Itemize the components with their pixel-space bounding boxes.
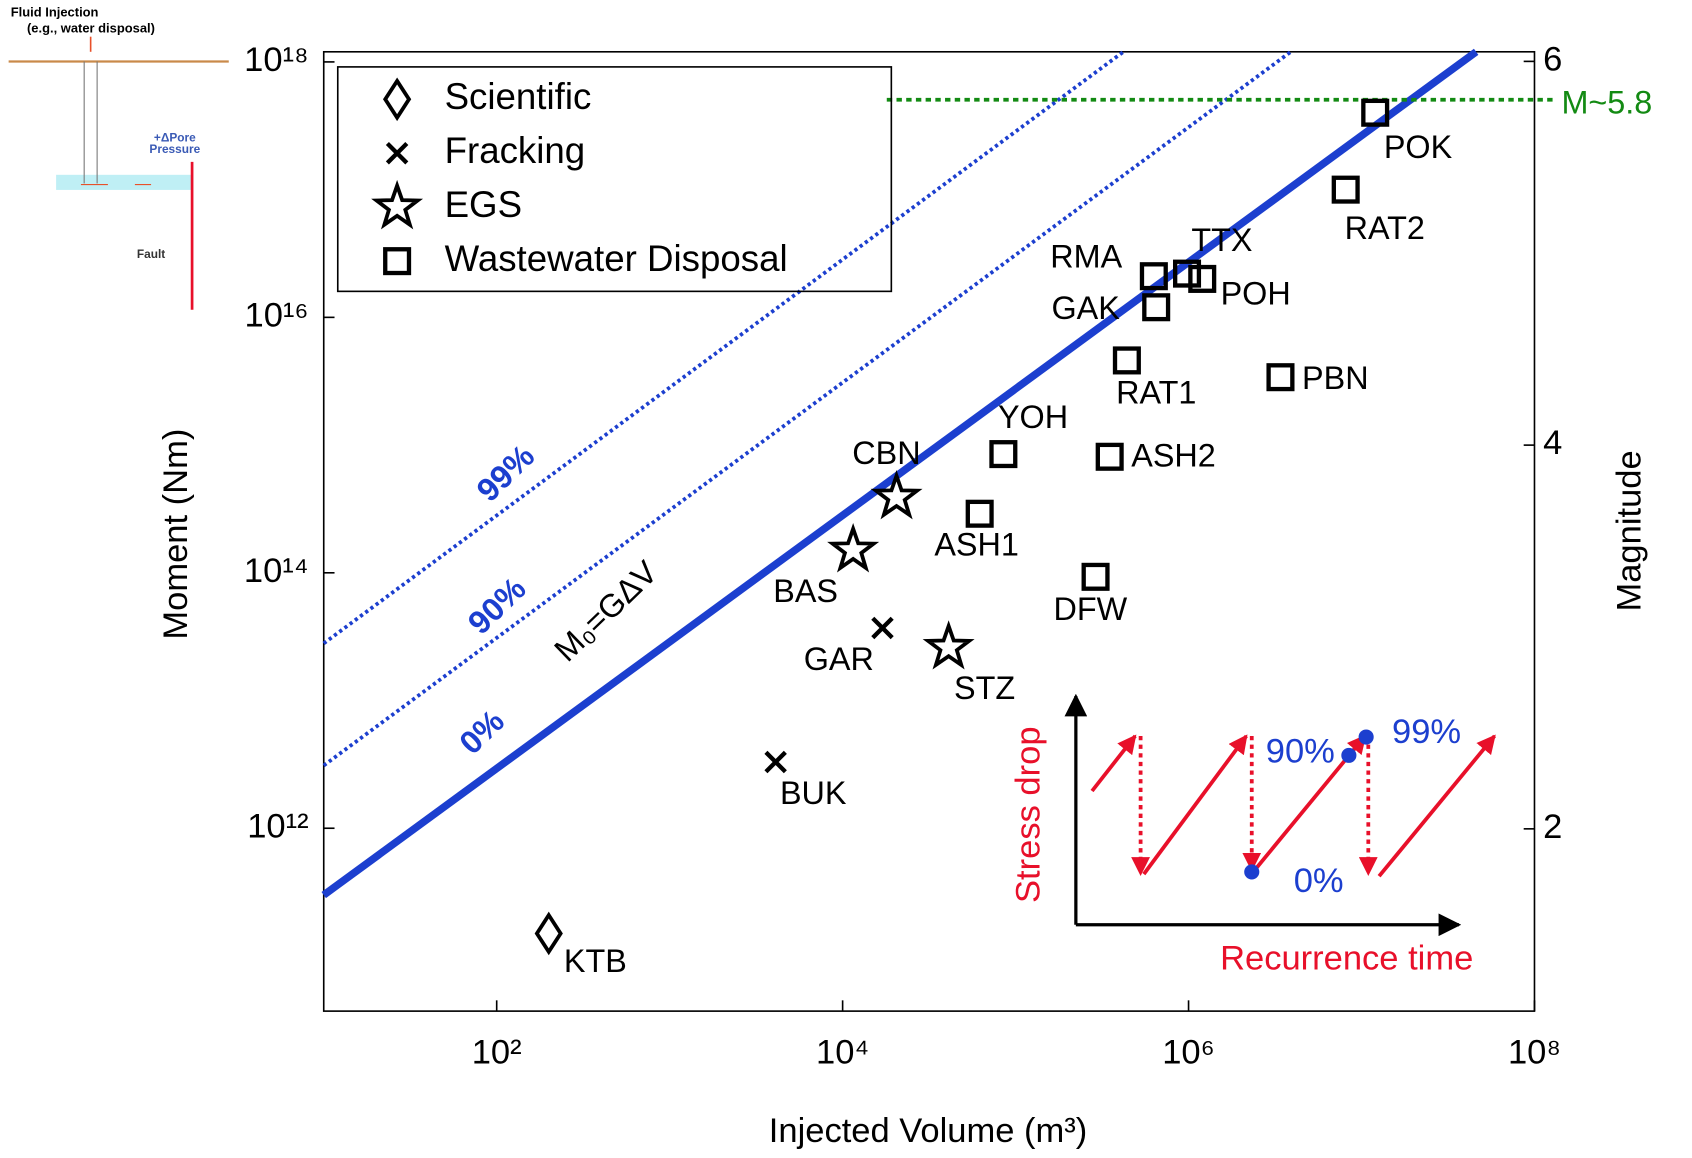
point-label: RAT2	[1345, 210, 1425, 246]
y2-tick-label: 6	[1543, 41, 1562, 79]
point	[764, 750, 787, 774]
y2-tick-label: 2	[1543, 808, 1562, 846]
inset-label: 99%	[1392, 713, 1461, 751]
reservoir	[56, 174, 193, 190]
x-tick-label: 10⁴	[816, 1033, 869, 1071]
legend-label: Wastewater Disposal	[445, 238, 788, 279]
point	[989, 440, 1018, 469]
point-label: YOH	[998, 399, 1068, 435]
point-label: BUK	[780, 775, 847, 811]
magnitude-label: M~5.8	[1561, 85, 1652, 121]
y2-axis-label: Magnitude	[1611, 450, 1649, 611]
load	[1377, 734, 1497, 878]
inset-label: 90%	[1266, 732, 1335, 770]
point-label: DFW	[1053, 591, 1127, 627]
x-tick-label: 10⁶	[1162, 1033, 1215, 1071]
load	[1090, 734, 1137, 793]
point-label: POH	[1221, 276, 1291, 312]
fault-label: Fault	[137, 247, 165, 261]
schematic: Fluid Injection (e.g., water disposal) +…	[8, 4, 229, 310]
point	[1095, 442, 1124, 471]
schematic-title: Fluid Injection	[11, 4, 99, 19]
legend-marker	[382, 77, 412, 122]
point	[1142, 293, 1171, 322]
point	[1266, 363, 1295, 392]
point-label: GAK	[1052, 290, 1121, 326]
reference-line	[322, 50, 1125, 645]
y-axis-label: Moment (Nm)	[157, 429, 195, 640]
load	[1142, 734, 1248, 876]
point	[871, 616, 894, 640]
inset-x-label: Recurrence time	[1220, 940, 1473, 978]
inset-label: 0%	[1294, 862, 1344, 900]
inset-dot	[1358, 729, 1374, 745]
point	[922, 620, 975, 670]
point-label: BAS	[773, 573, 838, 609]
point-label: GAR	[804, 641, 874, 677]
point	[1081, 562, 1110, 591]
schematic-subtitle: (e.g., water disposal)	[27, 21, 155, 36]
reference-line	[321, 48, 1479, 899]
inset: Stress drop Recurrence time 90% 99% 0%	[1010, 693, 1497, 978]
point	[1188, 264, 1217, 293]
point	[1139, 262, 1168, 291]
point	[1112, 346, 1141, 375]
point	[965, 499, 994, 528]
legend-label: Scientific	[445, 76, 592, 117]
line-annotation: M₀=GΔV	[547, 554, 664, 669]
y-tick-label: 10¹⁴	[244, 552, 309, 590]
point	[870, 470, 923, 520]
inset-dot	[1341, 747, 1357, 763]
point-label: RAT1	[1116, 375, 1196, 411]
legend-marker	[371, 179, 424, 230]
line-label: 99%	[470, 438, 542, 509]
legend	[336, 66, 893, 293]
y-tick-label: 10¹⁸	[244, 41, 308, 79]
chart-body: Fluid Injection (e.g., water disposal) +…	[8, 4, 1652, 1150]
point	[1361, 98, 1390, 127]
point-label: POK	[1384, 129, 1453, 165]
point-label: RMA	[1050, 238, 1122, 274]
pressure-label: +ΔPore	[154, 130, 196, 144]
legend-label: EGS	[445, 184, 522, 225]
x-axis-label: Injected Volume (m³)	[769, 1112, 1087, 1150]
point-label: STZ	[954, 670, 1015, 706]
point-label: TTX	[1191, 222, 1252, 258]
inset-dot	[1244, 864, 1260, 880]
point	[1173, 259, 1202, 288]
legend-label: Fracking	[445, 130, 586, 171]
pressure-label: Pressure	[149, 142, 200, 156]
x-tick-label: 10²	[472, 1033, 522, 1071]
legend-marker	[385, 141, 409, 165]
y-tick-label: 10¹⁶	[245, 296, 309, 334]
inset-y-label: Stress drop	[1010, 726, 1048, 903]
point-label: ASH1	[934, 527, 1019, 563]
point-label: CBN	[852, 435, 920, 471]
y2-tick-label: 4	[1543, 424, 1562, 462]
line-label: 0%	[452, 703, 511, 761]
x-tick-label: 10⁸	[1508, 1033, 1561, 1071]
plot-frame	[322, 50, 1536, 1012]
point	[1331, 175, 1360, 204]
point-label: ASH2	[1131, 437, 1216, 473]
point	[534, 911, 563, 956]
point-label: PBN	[1302, 360, 1369, 396]
legend-marker	[383, 247, 412, 276]
point-label: KTB	[564, 943, 627, 979]
y-tick-label: 10¹²	[247, 807, 308, 845]
line-label: 90%	[461, 570, 533, 641]
point	[827, 523, 880, 573]
